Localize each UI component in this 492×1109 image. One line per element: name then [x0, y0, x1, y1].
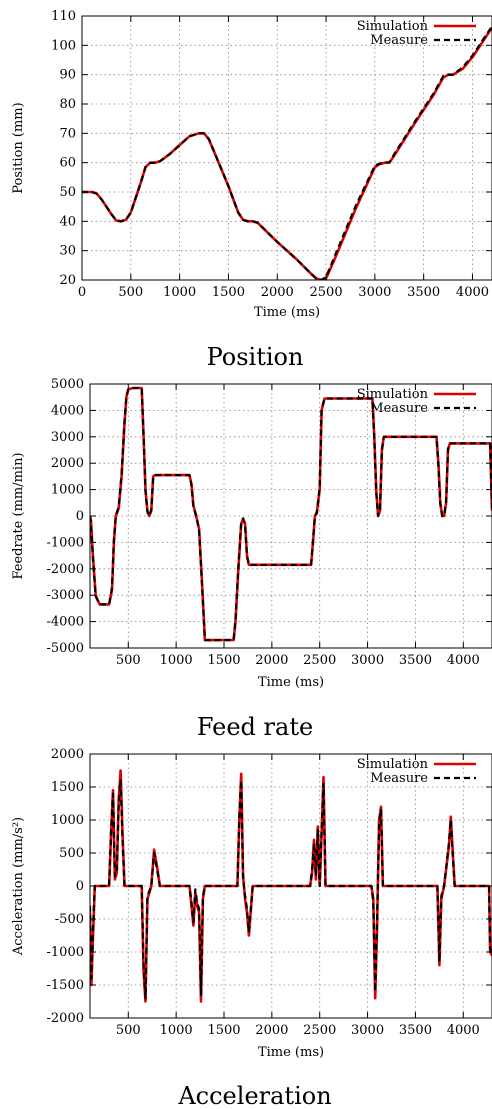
- y-tick-label: 20: [59, 273, 76, 288]
- y-tick-label: 100: [51, 38, 76, 53]
- x-tick-label: 3000: [351, 1023, 384, 1038]
- x-tick-label: 500: [116, 653, 141, 668]
- y-tick-label: -2000: [47, 562, 84, 577]
- y-tick-label: -3000: [47, 588, 84, 603]
- y-tick-label: -4000: [47, 615, 84, 630]
- y-tick-label: 60: [59, 156, 76, 171]
- x-axis-label: Time (ms): [258, 1045, 324, 1060]
- y-tick-label: -1000: [47, 945, 84, 960]
- legend-label-simulation: Simulation: [357, 757, 429, 772]
- x-tick-label: 3500: [407, 285, 440, 300]
- y-tick-label: 1500: [51, 780, 84, 795]
- legend-label-simulation: Simulation: [357, 387, 429, 402]
- y-tick-label: 1000: [51, 813, 84, 828]
- y-tick-label: -500: [55, 912, 84, 927]
- y-axis-label: Acceleration (mm/s²): [11, 817, 26, 956]
- y-tick-label: 90: [59, 68, 76, 83]
- x-axis-label: Time (ms): [258, 675, 324, 690]
- x-tick-label: 2000: [255, 653, 288, 668]
- series-line-measure: [90, 386, 492, 642]
- x-tick-label: 4000: [456, 285, 489, 300]
- x-tick-label: 1500: [207, 653, 240, 668]
- figure-caption: Acceleration: [177, 1082, 331, 1109]
- y-tick-label: 1000: [51, 483, 84, 498]
- y-tick-label: 80: [59, 97, 76, 112]
- y-tick-label: -1500: [47, 978, 84, 993]
- y-tick-label: 50: [59, 185, 76, 200]
- y-tick-label: 70: [59, 126, 76, 141]
- x-tick-label: 3000: [351, 653, 384, 668]
- x-tick-label: 2500: [303, 653, 336, 668]
- x-tick-label: 2000: [255, 1023, 288, 1038]
- series-line-measure: [90, 779, 492, 1000]
- y-tick-label: 2000: [51, 456, 84, 471]
- y-axis-label: Feedrate (mm/min): [11, 452, 26, 579]
- legend-label-measure: Measure: [370, 401, 428, 416]
- y-tick-label: 500: [59, 846, 84, 861]
- y-tick-label: 5000: [51, 377, 84, 392]
- y-tick-label: 3000: [51, 430, 84, 445]
- x-tick-label: 1500: [207, 1023, 240, 1038]
- x-tick-label: 2500: [310, 285, 343, 300]
- plot-frame: [81, 15, 492, 281]
- y-tick-label: 110: [51, 9, 76, 24]
- x-tick-label: 1000: [160, 653, 193, 668]
- series-line-simulation: [82, 26, 492, 280]
- chart-1: 500 1000 1500 2000 2500 3000 3500 4000 -5000 -400…: [11, 377, 492, 741]
- x-tick-label: 0: [78, 285, 86, 300]
- x-tick-label: 1000: [160, 1023, 193, 1038]
- legend-label-simulation: Simulation: [357, 19, 429, 34]
- x-axis-label: Time (ms): [254, 305, 320, 320]
- x-tick-label: 3500: [399, 653, 432, 668]
- y-tick-label: 0: [76, 509, 84, 524]
- x-tick-label: 2000: [261, 285, 294, 300]
- x-tick-label: 1500: [212, 285, 245, 300]
- figure-caption: Feed rate: [197, 713, 313, 741]
- x-tick-label: 4000: [447, 653, 480, 668]
- chart-0: 0 500 1000 1500 2000 2500 3000 3500 4000 20 30 40 50…: [11, 9, 492, 371]
- y-tick-label: 40: [59, 214, 76, 229]
- y-tick-label: 2000: [51, 747, 84, 762]
- y-tick-label: -1000: [47, 535, 84, 550]
- x-tick-label: 3500: [399, 1023, 432, 1038]
- legend-label-measure: Measure: [370, 771, 428, 786]
- x-tick-label: 2500: [303, 1023, 336, 1038]
- x-tick-label: 4000: [447, 1023, 480, 1038]
- x-tick-label: 500: [116, 1023, 141, 1038]
- x-tick-label: 500: [118, 285, 143, 300]
- y-tick-label: 0: [76, 879, 84, 894]
- legend-label-measure: Measure: [370, 33, 428, 48]
- y-tick-label: -5000: [47, 641, 84, 656]
- chart-2: 500 1000 1500 2000 2500 3000 3500 4000 -2000 -150…: [11, 747, 492, 1109]
- series-line-simulation: [90, 386, 492, 642]
- x-tick-label: 3000: [358, 285, 391, 300]
- series-line-measure: [82, 25, 492, 280]
- y-tick-label: -2000: [47, 1011, 84, 1026]
- figure-caption: Position: [207, 343, 304, 371]
- y-axis-label: Position (mm): [11, 102, 26, 193]
- y-tick-label: 4000: [51, 403, 84, 418]
- x-tick-label: 1000: [163, 285, 196, 300]
- y-tick-label: 30: [59, 244, 76, 259]
